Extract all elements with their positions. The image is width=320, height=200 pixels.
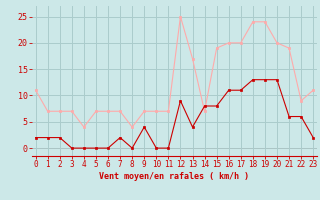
X-axis label: Vent moyen/en rafales ( km/h ): Vent moyen/en rafales ( km/h ): [100, 172, 249, 181]
